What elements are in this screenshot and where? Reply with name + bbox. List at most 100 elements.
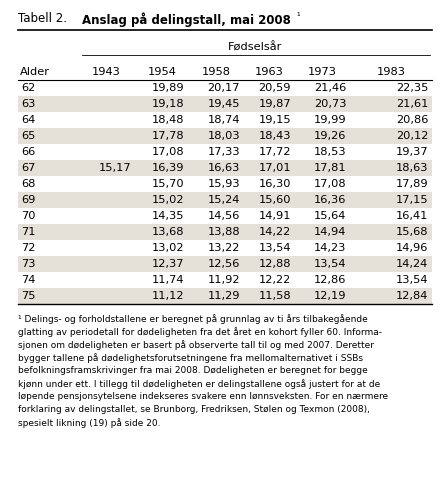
Text: 17,08: 17,08 xyxy=(152,147,185,157)
Text: 20,86: 20,86 xyxy=(396,115,428,125)
Text: 67: 67 xyxy=(21,163,35,173)
Text: 14,96: 14,96 xyxy=(396,243,428,253)
Text: 73: 73 xyxy=(21,259,36,269)
Text: 19,26: 19,26 xyxy=(314,131,346,141)
Text: 1943: 1943 xyxy=(92,67,121,77)
Text: spesielt likning (19) på side 20.: spesielt likning (19) på side 20. xyxy=(18,418,160,428)
Text: sjonen om dødeligheten er basert på observerte tall til og med 2007. Deretter: sjonen om dødeligheten er basert på obse… xyxy=(18,340,374,350)
Text: forklaring av delingstallet, se Brunborg, Fredriksen, Stølen og Texmon (2008),: forklaring av delingstallet, se Brunborg… xyxy=(18,405,369,414)
Text: befolkningsframskrivinger fra mai 2008. Dødeligheten er beregnet for begge: befolkningsframskrivinger fra mai 2008. … xyxy=(18,366,368,375)
Text: 68: 68 xyxy=(21,179,35,189)
Text: 1973: 1973 xyxy=(308,67,337,77)
Text: 15,64: 15,64 xyxy=(314,211,346,221)
Text: 15,70: 15,70 xyxy=(152,179,185,189)
Text: 20,17: 20,17 xyxy=(208,83,240,93)
Text: 17,81: 17,81 xyxy=(314,163,346,173)
Text: 17,08: 17,08 xyxy=(314,179,346,189)
Text: 12,22: 12,22 xyxy=(259,275,291,285)
Text: 21,46: 21,46 xyxy=(314,83,346,93)
Text: 71: 71 xyxy=(21,227,36,237)
Text: 1983: 1983 xyxy=(377,67,405,77)
Text: 19,18: 19,18 xyxy=(152,99,185,109)
Text: 19,89: 19,89 xyxy=(152,83,185,93)
Text: 13,54: 13,54 xyxy=(396,275,428,285)
Text: 1963: 1963 xyxy=(255,67,284,77)
Text: 17,78: 17,78 xyxy=(152,131,185,141)
Text: 18,43: 18,43 xyxy=(259,131,291,141)
Text: 12,19: 12,19 xyxy=(314,291,346,301)
Text: 16,39: 16,39 xyxy=(152,163,185,173)
Text: Fødselsår: Fødselsår xyxy=(228,42,282,52)
Text: 74: 74 xyxy=(21,275,35,285)
Text: 11,29: 11,29 xyxy=(208,291,240,301)
Text: 63: 63 xyxy=(21,99,35,109)
Text: 18,03: 18,03 xyxy=(207,131,240,141)
Text: 13,54: 13,54 xyxy=(259,243,291,253)
Text: 17,15: 17,15 xyxy=(396,195,428,205)
Text: 19,15: 19,15 xyxy=(258,115,291,125)
Text: ¹ Delings- og forholdstallene er beregnet på grunnlag av ti års tilbakegående: ¹ Delings- og forholdstallene er beregne… xyxy=(18,314,368,324)
Text: Anslag på delingstall, mai 2008: Anslag på delingstall, mai 2008 xyxy=(82,12,291,27)
Text: 18,48: 18,48 xyxy=(152,115,185,125)
Text: 19,45: 19,45 xyxy=(208,99,240,109)
Text: glatting av periodetall for dødeligheten fra det året en kohort fyller 60. Infor: glatting av periodetall for dødeligheten… xyxy=(18,327,382,337)
Text: 13,22: 13,22 xyxy=(208,243,240,253)
Text: 14,35: 14,35 xyxy=(152,211,185,221)
Text: 13,88: 13,88 xyxy=(207,227,240,237)
Text: kjønn under ett. I tillegg til dødeligheten er delingstallene også justert for a: kjønn under ett. I tillegg til dødelighe… xyxy=(18,379,380,389)
Text: 12,56: 12,56 xyxy=(208,259,240,269)
Text: 16,41: 16,41 xyxy=(396,211,428,221)
Text: 11,58: 11,58 xyxy=(258,291,291,301)
Text: 22,35: 22,35 xyxy=(396,83,428,93)
Text: Alder: Alder xyxy=(20,67,50,77)
Text: 11,92: 11,92 xyxy=(208,275,240,285)
Text: 19,87: 19,87 xyxy=(258,99,291,109)
Text: 19,37: 19,37 xyxy=(396,147,428,157)
Text: 1954: 1954 xyxy=(147,67,176,77)
Text: løpende pensjonsytelsene indekseres svakere enn lønnsveksten. For en nærmere: løpende pensjonsytelsene indekseres svak… xyxy=(18,392,388,401)
Text: 14,22: 14,22 xyxy=(259,227,291,237)
Text: 16,63: 16,63 xyxy=(208,163,240,173)
Text: 21,61: 21,61 xyxy=(396,99,428,109)
Text: bygger tallene på dødelighetsforutsetningene fra mellomalternativet i SSBs: bygger tallene på dødelighetsforutsetnin… xyxy=(18,353,363,363)
Text: 15,93: 15,93 xyxy=(207,179,240,189)
Text: 62: 62 xyxy=(21,83,35,93)
Text: 12,88: 12,88 xyxy=(259,259,291,269)
Text: 70: 70 xyxy=(21,211,36,221)
Text: ¹: ¹ xyxy=(297,12,300,21)
Text: 19,99: 19,99 xyxy=(314,115,346,125)
Text: 16,30: 16,30 xyxy=(259,179,291,189)
Text: 13,68: 13,68 xyxy=(152,227,185,237)
Text: 18,74: 18,74 xyxy=(208,115,240,125)
Text: 14,94: 14,94 xyxy=(314,227,346,237)
Text: 18,53: 18,53 xyxy=(314,147,346,157)
Text: 17,33: 17,33 xyxy=(207,147,240,157)
Text: 14,91: 14,91 xyxy=(259,211,291,221)
Text: 13,02: 13,02 xyxy=(152,243,185,253)
Text: 11,74: 11,74 xyxy=(152,275,185,285)
Text: 18,63: 18,63 xyxy=(396,163,428,173)
Text: 12,86: 12,86 xyxy=(314,275,346,285)
Text: 13,54: 13,54 xyxy=(314,259,346,269)
Text: 16,36: 16,36 xyxy=(314,195,346,205)
Text: Tabell 2.: Tabell 2. xyxy=(18,12,70,25)
Text: 14,24: 14,24 xyxy=(396,259,428,269)
Text: 15,60: 15,60 xyxy=(259,195,291,205)
Text: 14,23: 14,23 xyxy=(314,243,346,253)
Text: 15,17: 15,17 xyxy=(99,163,132,173)
Text: 17,89: 17,89 xyxy=(396,179,428,189)
Text: 72: 72 xyxy=(21,243,35,253)
Text: 12,84: 12,84 xyxy=(396,291,428,301)
Text: 20,59: 20,59 xyxy=(259,83,291,93)
Text: 66: 66 xyxy=(21,147,35,157)
Text: 20,73: 20,73 xyxy=(314,99,346,109)
Text: 17,72: 17,72 xyxy=(259,147,291,157)
Text: 64: 64 xyxy=(21,115,35,125)
Text: 12,37: 12,37 xyxy=(152,259,185,269)
Text: 11,12: 11,12 xyxy=(152,291,185,301)
Text: 75: 75 xyxy=(21,291,36,301)
Text: 15,02: 15,02 xyxy=(152,195,185,205)
Text: 17,01: 17,01 xyxy=(258,163,291,173)
Text: 1958: 1958 xyxy=(202,67,230,77)
Text: 69: 69 xyxy=(21,195,35,205)
